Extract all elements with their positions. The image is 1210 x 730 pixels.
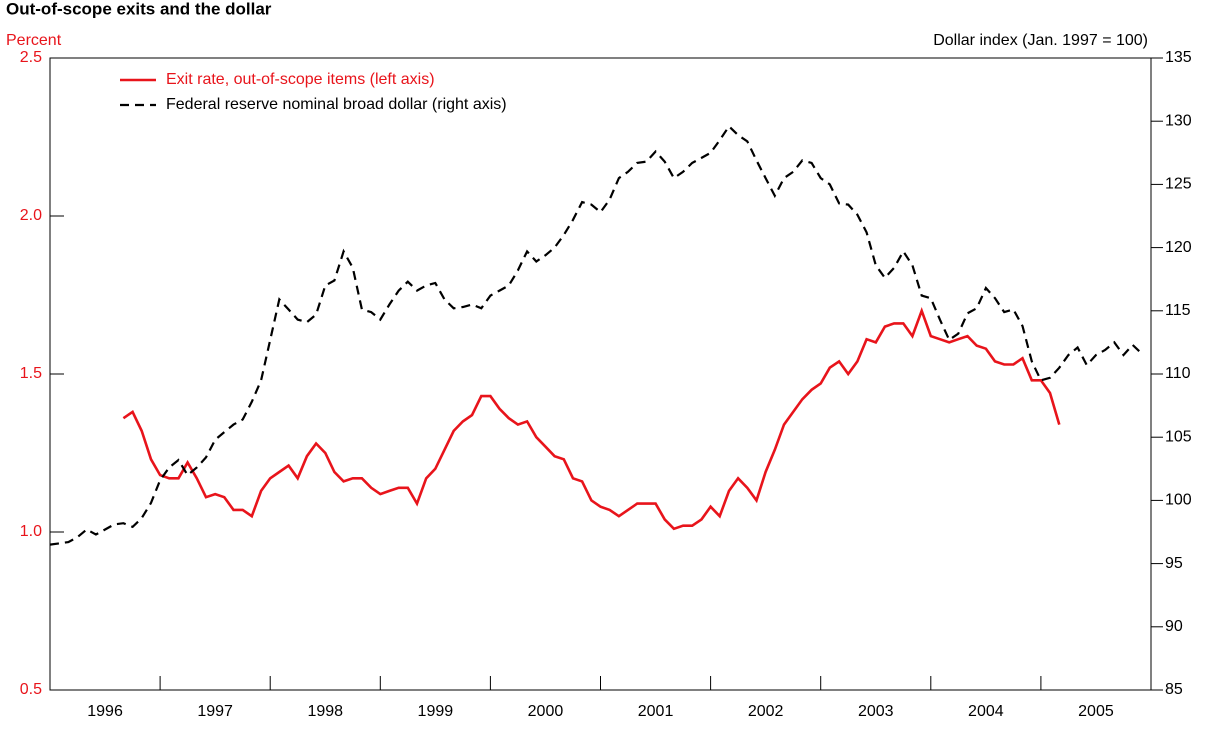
- y2-tick-label: 115: [1165, 302, 1191, 319]
- y2-tick-label: 90: [1165, 618, 1183, 635]
- y2-tick-label: 135: [1165, 49, 1192, 66]
- plot-frame: [49, 57, 1152, 691]
- y2-tick-label: 105: [1165, 428, 1192, 445]
- y2-axis-label: Dollar index (Jan. 1997 = 100): [933, 32, 1148, 49]
- x-tick-label: 2004: [968, 703, 1004, 720]
- y-tick-label: 0.5: [20, 681, 42, 698]
- y-tick-label: 1.0: [20, 523, 42, 540]
- x-tick-label: 1997: [197, 703, 233, 720]
- y-tick-label: 1.5: [20, 365, 42, 382]
- y2-tick-label: 100: [1165, 492, 1192, 509]
- x-tick-label: 2005: [1078, 703, 1114, 720]
- series-line: [122, 306, 1061, 531]
- y2-tick-label: 120: [1165, 239, 1192, 256]
- y-tick-label: 2.0: [20, 207, 42, 224]
- x-tick-label: 2000: [528, 703, 564, 720]
- x-tick-label: 1999: [418, 703, 454, 720]
- y2-tick-label: 110: [1165, 365, 1191, 382]
- legend-label: Federal reserve nominal broad dollar (ri…: [166, 96, 507, 113]
- series-line: [49, 124, 1143, 546]
- y2-tick-label: 125: [1165, 176, 1192, 193]
- x-tick-label: 2003: [858, 703, 894, 720]
- y2-tick-label: 130: [1165, 112, 1192, 129]
- y-axis-label: Percent: [6, 32, 62, 49]
- chart-title: Out-of-scope exits and the dollar: [6, 0, 272, 18]
- y2-tick-label: 95: [1165, 555, 1183, 572]
- x-tick-label: 1996: [87, 703, 123, 720]
- x-tick-label: 1998: [307, 703, 343, 720]
- legend-label: Exit rate, out-of-scope items (left axis…: [166, 71, 435, 88]
- y2-tick-label: 85: [1165, 681, 1183, 698]
- x-tick-label: 2001: [638, 703, 674, 720]
- x-tick-label: 2002: [748, 703, 784, 720]
- y-tick-label: 2.5: [20, 49, 42, 66]
